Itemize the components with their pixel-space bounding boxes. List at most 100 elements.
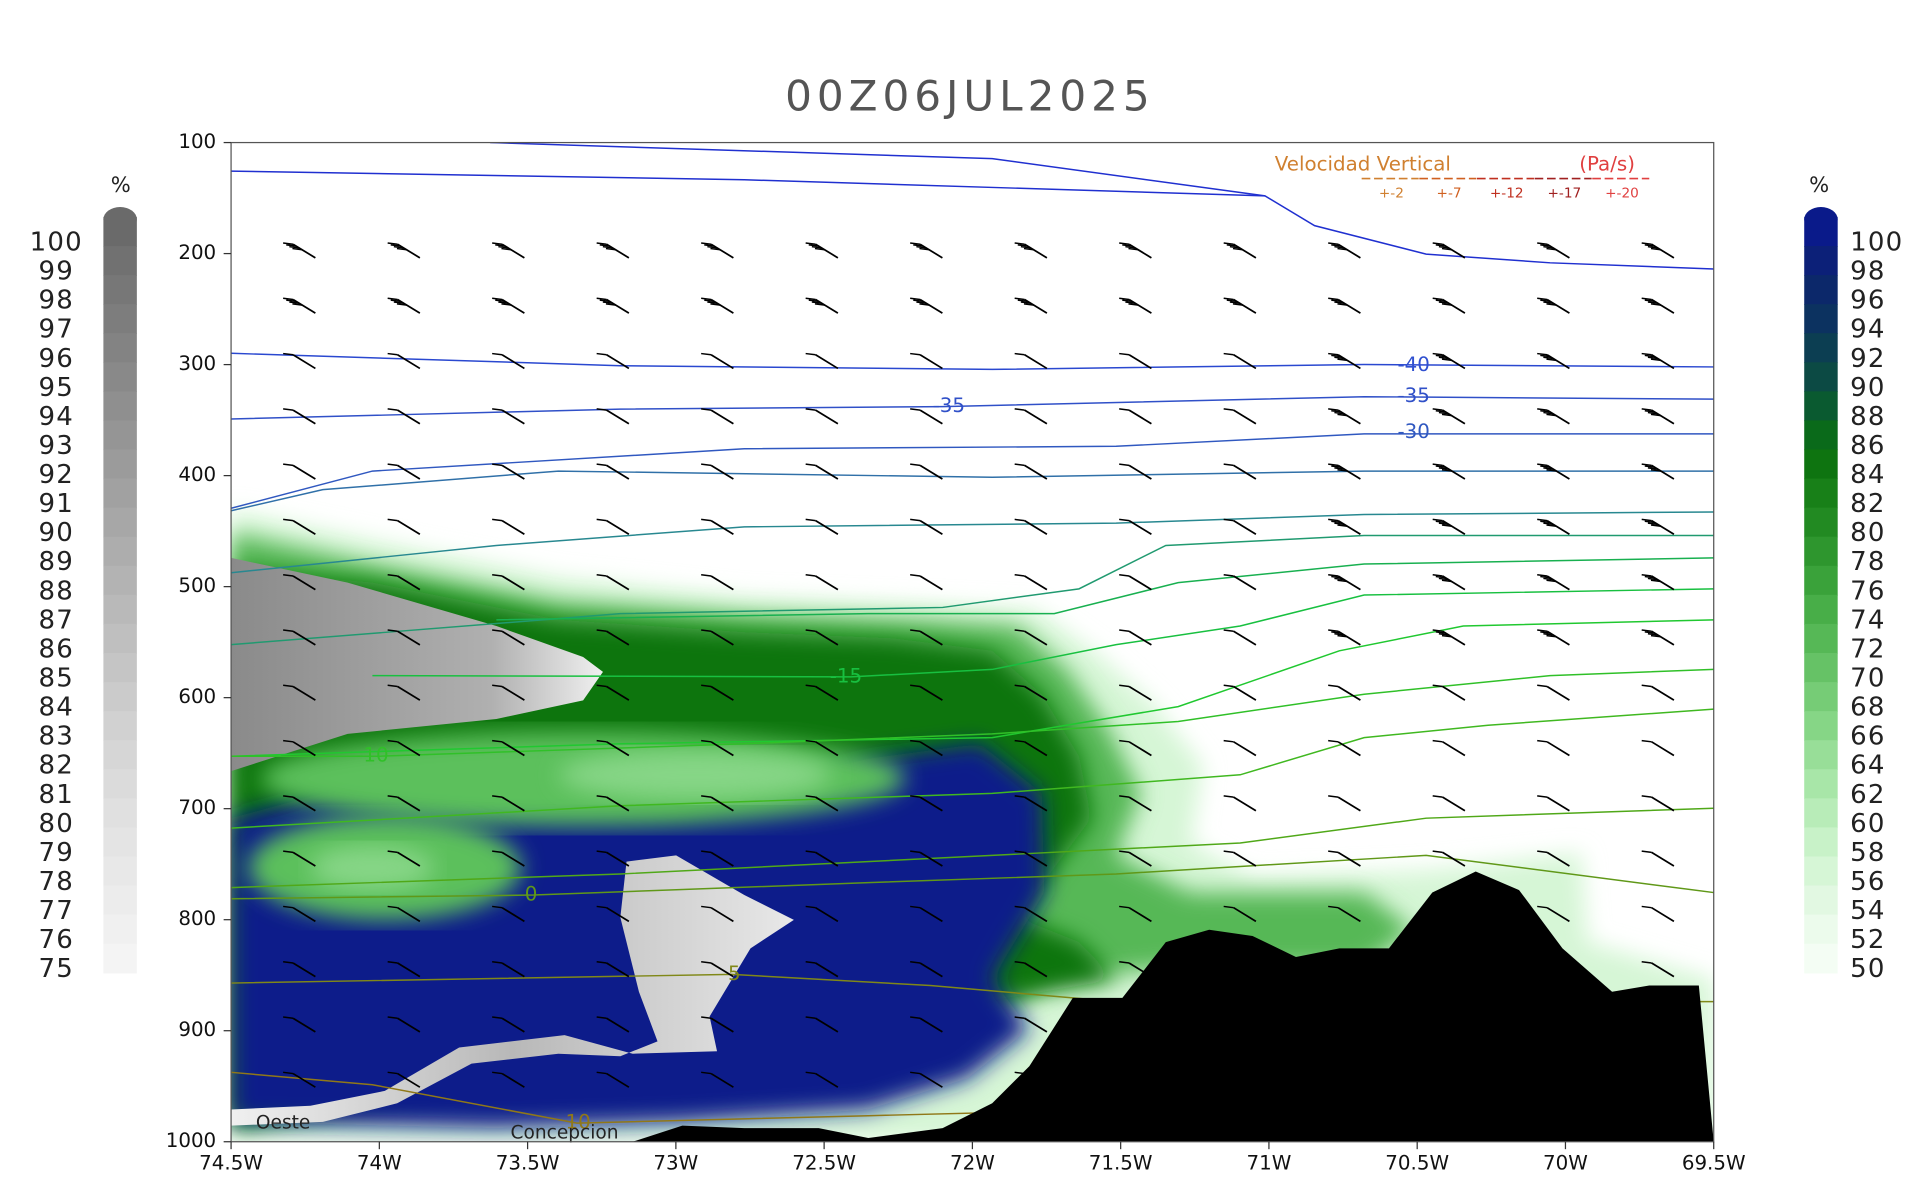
barb-feather bbox=[1438, 522, 1449, 526]
chart-title: 00Z06JUL2025 bbox=[785, 72, 1155, 121]
colorbar-swatch bbox=[1804, 652, 1838, 683]
barb-feather bbox=[1647, 245, 1658, 249]
barb-shaft bbox=[710, 243, 734, 259]
colorbar-swatch bbox=[1804, 304, 1838, 334]
barb-shaft bbox=[1442, 298, 1466, 314]
colorbar-label: 96 bbox=[1850, 286, 1886, 316]
barb-feather bbox=[701, 684, 712, 688]
barb-feather bbox=[1014, 463, 1025, 467]
barb-feather bbox=[1334, 577, 1345, 581]
barb-shaft bbox=[1024, 741, 1048, 757]
barb-feather bbox=[602, 301, 613, 304]
barb-shaft bbox=[1128, 630, 1152, 646]
barb-feather bbox=[808, 244, 819, 247]
barb-feather bbox=[596, 960, 607, 964]
barb-feather bbox=[387, 905, 398, 909]
legend-label: +-7 bbox=[1437, 185, 1462, 201]
barb-shaft bbox=[1128, 851, 1152, 867]
barb-feather bbox=[286, 244, 297, 247]
barb-shaft bbox=[710, 409, 734, 425]
barb-feather bbox=[910, 463, 921, 467]
barb-shaft bbox=[1128, 409, 1152, 425]
legend-label: +-2 bbox=[1379, 185, 1404, 201]
barb-shaft bbox=[1128, 685, 1152, 701]
colorbar-swatch bbox=[103, 333, 137, 363]
barb-shaft bbox=[501, 851, 525, 867]
barb-shaft bbox=[1442, 575, 1466, 591]
barb-shaft bbox=[397, 298, 421, 314]
barb-feather bbox=[1014, 850, 1025, 854]
colorbar-swatch bbox=[103, 856, 137, 887]
barb-shaft bbox=[919, 962, 943, 978]
barb-feather bbox=[596, 242, 607, 245]
barb-feather bbox=[1647, 411, 1658, 415]
barb-feather bbox=[1328, 297, 1339, 301]
barb-feather bbox=[283, 1016, 294, 1020]
barb-feather bbox=[1122, 244, 1133, 247]
barb-feather bbox=[599, 299, 610, 303]
colorbar-swatch bbox=[1804, 682, 1838, 712]
barb-feather bbox=[910, 905, 921, 909]
barb-feather bbox=[1644, 465, 1655, 468]
barb-shaft bbox=[710, 354, 734, 370]
barb-feather bbox=[1641, 739, 1652, 743]
y-tick-label: 100 bbox=[178, 130, 216, 153]
colorbar-swatch bbox=[1804, 507, 1838, 538]
barb-feather bbox=[1223, 463, 1234, 467]
colorbar-swatch bbox=[1804, 420, 1838, 451]
barb-feather bbox=[1223, 795, 1234, 798]
barb-feather bbox=[805, 408, 816, 411]
barb-feather bbox=[1328, 463, 1339, 467]
barb-shaft bbox=[606, 630, 630, 646]
barb-shaft bbox=[1546, 243, 1570, 259]
colorbar-label: 100 bbox=[30, 227, 83, 257]
colorbar-label: 97 bbox=[38, 315, 74, 345]
barb-shaft bbox=[1233, 519, 1257, 536]
barb-feather bbox=[701, 905, 712, 909]
barb-shaft bbox=[292, 630, 316, 646]
barb-feather bbox=[1438, 245, 1449, 249]
barb-feather bbox=[393, 245, 404, 249]
colorbar-swatch bbox=[103, 420, 137, 451]
barb-feather bbox=[387, 960, 398, 964]
colorbar-label: 77 bbox=[38, 896, 74, 926]
barb-feather bbox=[1017, 299, 1028, 303]
barb-feather bbox=[1331, 631, 1342, 634]
barb-feather bbox=[1644, 575, 1655, 579]
colorbar-label: 52 bbox=[1850, 925, 1886, 955]
barb-feather bbox=[1334, 356, 1345, 360]
isotherm bbox=[496, 557, 1714, 621]
barb-shaft bbox=[710, 741, 734, 757]
colorbar-label: 74 bbox=[1850, 605, 1886, 635]
barb-feather bbox=[701, 629, 712, 632]
barb-feather bbox=[1641, 573, 1652, 577]
barb-feather bbox=[701, 352, 712, 356]
barb-feather bbox=[1331, 465, 1342, 468]
barb-shaft bbox=[501, 575, 525, 591]
barb-shaft bbox=[815, 962, 839, 978]
barb-shaft bbox=[1651, 630, 1675, 646]
barb-feather bbox=[1546, 634, 1557, 638]
barb-feather bbox=[805, 242, 816, 245]
barb-feather bbox=[1644, 244, 1655, 247]
barb-feather bbox=[1432, 739, 1443, 743]
colorbar-label: 72 bbox=[1850, 634, 1886, 664]
barb-feather bbox=[701, 463, 712, 467]
barb-feather bbox=[1432, 463, 1443, 467]
barb-shaft bbox=[397, 906, 421, 923]
barb-shaft bbox=[1233, 796, 1257, 812]
x-tick-label: 72W bbox=[950, 1152, 995, 1175]
barb-feather bbox=[596, 573, 607, 577]
barb-shaft bbox=[1337, 575, 1361, 591]
colorbar-swatch bbox=[103, 711, 137, 741]
barb-feather bbox=[283, 684, 294, 688]
barb-feather bbox=[701, 795, 712, 798]
legend-label: +-20 bbox=[1605, 185, 1639, 201]
barb-feather bbox=[701, 297, 712, 301]
barb-feather bbox=[1435, 354, 1446, 358]
barb-feather bbox=[1650, 468, 1662, 472]
barb-shaft bbox=[1128, 298, 1152, 314]
colorbar-label: 80 bbox=[1850, 518, 1886, 548]
barb-shaft bbox=[919, 243, 943, 259]
barb-feather bbox=[1223, 408, 1234, 411]
